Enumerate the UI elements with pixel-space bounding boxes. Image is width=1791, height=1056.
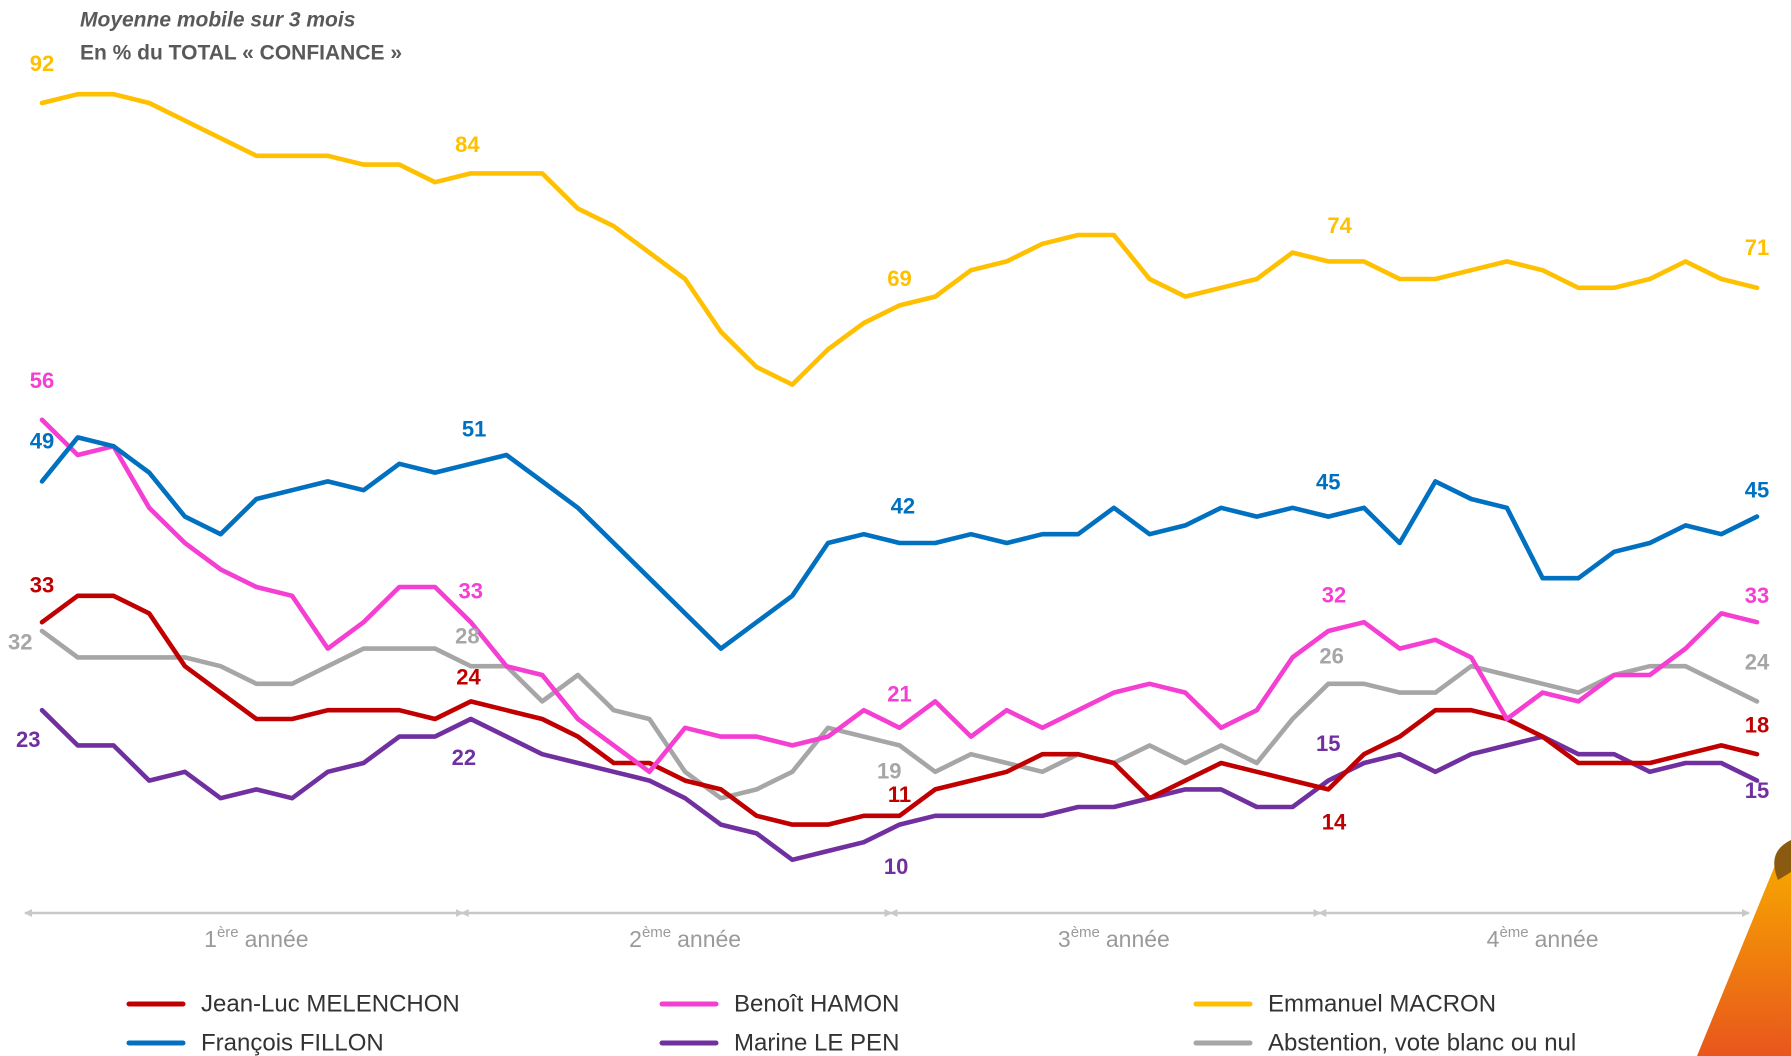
legend-label: François FILLON: [201, 1029, 384, 1056]
value-label: 10: [884, 854, 908, 879]
legend-label: Benoît HAMON: [734, 990, 899, 1017]
legend-label: Marine LE PEN: [734, 1029, 899, 1056]
value-label: 42: [891, 493, 915, 518]
period-label: 4ème année: [1487, 924, 1599, 952]
series-line: [39, 628, 1760, 801]
legend-label: Jean-Luc MELENCHON: [201, 990, 460, 1017]
value-label: 15: [1745, 778, 1769, 803]
value-labels: 33 24 11 14 18 56 33 21 32 33 92 84 69 74 71 49 51 42 45 45…: [8, 51, 1770, 879]
value-label: 32: [8, 629, 32, 654]
value-label: 45: [1745, 477, 1769, 502]
period-text: année: [1106, 926, 1170, 952]
periods: 1ère année 2ème année 3ème année 4ème année: [24, 909, 1750, 952]
series-line: [39, 435, 1760, 651]
value-label: 24: [1745, 650, 1770, 675]
legend: Jean-Luc MELENCHON Benoît HAMON Emmanuel M…: [126, 990, 1576, 1056]
series-line: [39, 707, 1760, 863]
value-label: 26: [1319, 643, 1343, 668]
value-label: 22: [452, 745, 476, 770]
period-number: 1: [204, 926, 217, 952]
value-label: 49: [30, 428, 54, 453]
value-label: 33: [30, 573, 54, 598]
chart-subtitle: En % du TOTAL « CONFIANCE »: [80, 42, 402, 65]
value-label: 14: [1322, 809, 1347, 834]
series-line: [39, 417, 1760, 775]
series-line: [39, 91, 1760, 387]
period-sup: ème: [1499, 924, 1528, 941]
legend-label: Emmanuel MACRON: [1268, 990, 1496, 1017]
value-label: 18: [1745, 713, 1769, 738]
decor-shape: [1774, 840, 1791, 880]
period-sup: ème: [642, 924, 671, 941]
value-label: 45: [1316, 469, 1340, 494]
period-number: 4: [1487, 926, 1500, 952]
value-label: 71: [1745, 235, 1769, 260]
value-label: 51: [462, 416, 486, 441]
value-label: 56: [30, 368, 54, 393]
value-label: 19: [877, 759, 901, 784]
value-label: 32: [1322, 583, 1346, 608]
value-label: 28: [455, 623, 479, 648]
period-number: 2: [629, 926, 642, 952]
period-sup: ère: [217, 924, 239, 941]
value-label: 33: [1745, 583, 1769, 608]
period-sup: ème: [1071, 924, 1100, 941]
period-text: année: [677, 926, 741, 952]
value-label: 74: [1327, 213, 1352, 238]
period-number: 3: [1058, 926, 1071, 952]
legend-label: Abstention, vote blanc ou nul: [1268, 1029, 1576, 1056]
decor-shape: [1697, 858, 1791, 1056]
value-label: 24: [456, 664, 481, 689]
value-label: 15: [1316, 731, 1340, 756]
period-label: 2ème année: [629, 924, 741, 952]
chart-title: Moyenne mobile sur 3 mois: [80, 9, 355, 32]
value-label: 69: [887, 266, 911, 291]
value-label: 21: [887, 682, 911, 707]
value-label: 84: [455, 132, 480, 157]
period-text: année: [1535, 926, 1599, 952]
value-label: 23: [16, 727, 40, 752]
period-text: année: [245, 926, 309, 952]
value-label: 11: [888, 782, 911, 807]
series-line: [39, 593, 1760, 827]
value-label: 92: [30, 51, 54, 76]
period-label: 1ère année: [204, 924, 308, 952]
plot: [39, 91, 1760, 863]
period-label: 3ème année: [1058, 924, 1170, 952]
value-label: 33: [459, 578, 483, 603]
